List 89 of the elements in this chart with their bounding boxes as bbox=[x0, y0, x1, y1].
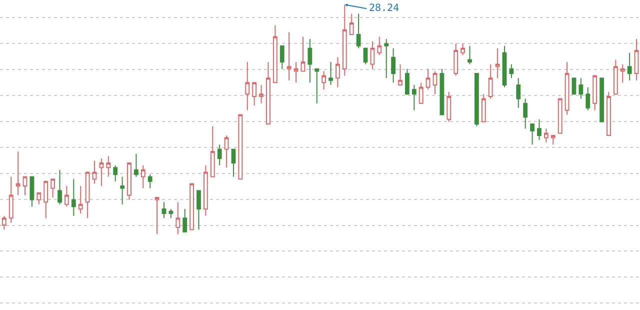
candlestick bbox=[405, 68, 410, 95]
candlestick bbox=[432, 70, 438, 95]
candlestick bbox=[468, 45, 472, 65]
candlestick bbox=[606, 91, 611, 136]
candlestick bbox=[106, 156, 111, 178]
candlestick bbox=[120, 176, 124, 205]
candlestick bbox=[586, 86, 590, 111]
candlestick bbox=[412, 84, 416, 111]
candlestick bbox=[454, 43, 458, 76]
candlestick bbox=[474, 72, 479, 127]
candlestick bbox=[266, 62, 270, 124]
candlestick bbox=[446, 91, 452, 122]
candlestick bbox=[203, 164, 208, 216]
candlestick bbox=[154, 196, 160, 235]
candlestick bbox=[440, 68, 444, 116]
candlestick bbox=[245, 62, 250, 111]
candlestick bbox=[363, 48, 368, 65]
candlestick bbox=[99, 158, 104, 186]
candlestick bbox=[64, 186, 69, 208]
candlestick bbox=[280, 45, 284, 70]
candlestick bbox=[113, 164, 118, 182]
candlestick bbox=[370, 40, 375, 70]
candlestick bbox=[44, 180, 48, 219]
candlestick bbox=[384, 38, 389, 79]
candlestick bbox=[182, 208, 188, 232]
candlestick bbox=[564, 62, 570, 116]
candlestick bbox=[190, 183, 194, 230]
candlestick bbox=[537, 118, 542, 141]
candlestick bbox=[168, 208, 174, 219]
candlestick bbox=[78, 186, 83, 214]
candlestick bbox=[481, 94, 486, 122]
candlestick bbox=[391, 48, 396, 84]
candlestick bbox=[36, 192, 42, 205]
candlestick bbox=[58, 169, 62, 205]
candlestick bbox=[92, 160, 97, 184]
candlestick bbox=[336, 56, 340, 88]
candlestick bbox=[328, 62, 333, 86]
candlestick bbox=[71, 178, 76, 216]
candlestick bbox=[398, 64, 402, 86]
candlestick bbox=[85, 172, 90, 219]
candlestick bbox=[22, 176, 28, 196]
candlestick bbox=[460, 43, 465, 56]
candlestick bbox=[308, 38, 312, 84]
candlestick bbox=[349, 13, 354, 35]
candlestick bbox=[300, 36, 306, 72]
candlestick bbox=[502, 45, 507, 88]
candlestick bbox=[238, 114, 243, 180]
candlestick bbox=[558, 98, 562, 134]
candlestick bbox=[356, 13, 361, 49]
candlestick bbox=[127, 162, 132, 200]
candlestick bbox=[259, 84, 264, 104]
candlestick bbox=[224, 134, 229, 168]
candlestick bbox=[600, 78, 604, 122]
candlestick bbox=[377, 36, 382, 56]
candlestick bbox=[620, 64, 625, 84]
candlestick bbox=[418, 82, 424, 104]
candlestick bbox=[578, 78, 584, 100]
candlestick bbox=[16, 151, 20, 196]
candlestick bbox=[148, 174, 152, 189]
candlestick bbox=[592, 75, 598, 111]
candlestick bbox=[8, 176, 14, 224]
candlestick bbox=[550, 134, 556, 146]
candlestick bbox=[627, 52, 632, 81]
candlestick bbox=[210, 126, 215, 178]
candlestick bbox=[294, 62, 298, 84]
candlestick bbox=[530, 124, 534, 146]
candlestick bbox=[509, 64, 514, 79]
candlestick bbox=[516, 78, 521, 108]
candlestick bbox=[488, 64, 493, 100]
candlestick bbox=[162, 202, 166, 219]
candlestick bbox=[426, 68, 430, 90]
candlestick bbox=[176, 202, 180, 235]
candlestick bbox=[495, 48, 500, 79]
candlestick bbox=[134, 153, 138, 178]
candlestick bbox=[613, 59, 618, 95]
candlestick bbox=[272, 24, 278, 84]
candlestick bbox=[231, 148, 236, 178]
candlestick bbox=[286, 32, 292, 81]
candlestick bbox=[252, 82, 257, 106]
candlestick bbox=[217, 144, 222, 166]
candlestick bbox=[314, 68, 320, 104]
candlestick bbox=[544, 128, 548, 143]
annotation: 28.24 bbox=[369, 3, 400, 14]
candlestick bbox=[50, 178, 56, 198]
candlestick bbox=[140, 164, 146, 189]
candlestick bbox=[523, 98, 528, 130]
candlestick bbox=[30, 176, 34, 208]
candlestick bbox=[322, 70, 326, 90]
candlestick bbox=[196, 190, 201, 230]
